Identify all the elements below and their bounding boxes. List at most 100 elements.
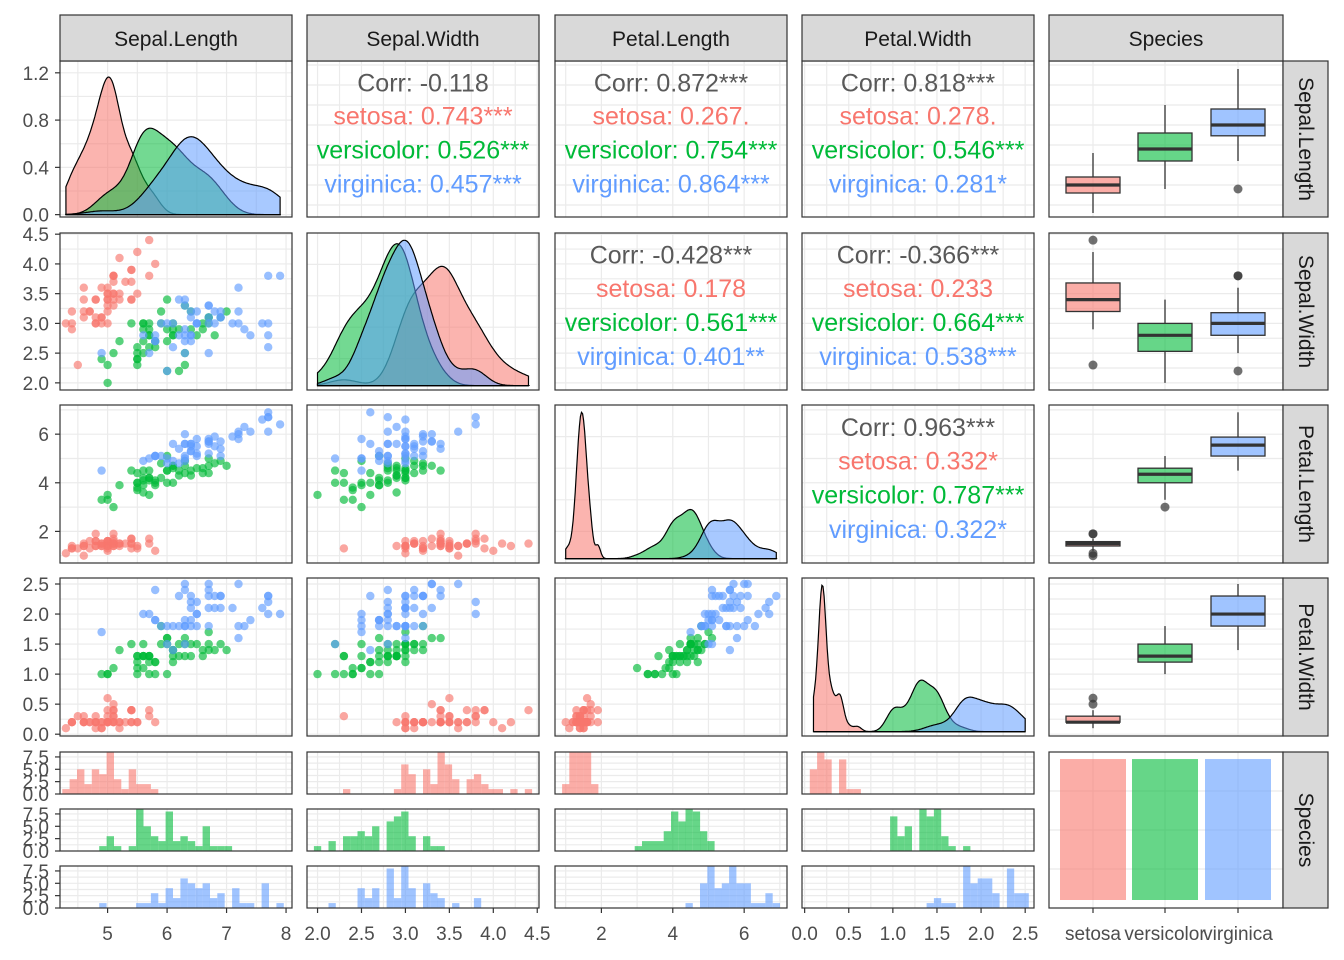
- panel-r2-c1-point-virginica-9: [454, 427, 463, 436]
- panel-r3-c0-point-virginica-9: [234, 579, 243, 589]
- y-axis-facet2-1-label: 2.5: [23, 887, 49, 908]
- panel-r1-c0-point-versicolor-31: [133, 354, 142, 364]
- hist-sepal-length-virginica-bar-12: [150, 893, 159, 908]
- panel-r3-c1-point-virginica-19: [330, 639, 340, 649]
- hist-sepal-width-setosa-bar-19: [452, 779, 460, 794]
- panel-r3-c1-point-setosa-40: [445, 712, 454, 721]
- panel-r3-c1-point-virginica-47: [401, 609, 410, 619]
- panel-r3-c1-point-virginica-30: [383, 615, 392, 625]
- panel-r2-c1-point-setosa-40: [445, 544, 454, 553]
- panel-r2-c1-point-versicolor-37: [339, 468, 349, 478]
- panel-r3-c1-point-setosa-39: [436, 718, 445, 727]
- panel-r3-c0-point-virginica-23: [180, 621, 190, 631]
- panel-r3-c4-box-versicolor: [1137, 643, 1193, 663]
- hist-sepal-width-virginica-bar-17: [437, 898, 445, 908]
- panel-r3-c2-point-virginica-30: [743, 615, 752, 625]
- panel-r3-c0-point-versicolor-8: [198, 651, 207, 661]
- panel-r3-c2-point-setosa-43: [582, 694, 592, 703]
- panel-r2-c1-point-virginica-0: [427, 430, 436, 439]
- panel-r3-c2-point-virginica-31: [754, 609, 763, 619]
- panel-r3-c1-point-virginica-46: [357, 615, 366, 625]
- panel-r2-c3-bg: [802, 405, 1034, 563]
- panel-r2-c0-point-setosa-49: [103, 541, 112, 551]
- y-axis-facet2-2-label: 5.0: [23, 874, 49, 895]
- panel-r1-c0-point-virginica-26: [174, 331, 184, 340]
- panel-r3-c0-point-versicolor-29: [145, 669, 154, 679]
- panel-r3-c2-point-virginica-18: [772, 591, 781, 601]
- hist-petal-length-versicolor-bar-12: [649, 841, 657, 851]
- hist-sepal-length-virginica-bar-15: [173, 898, 181, 908]
- hist-sepal-width-virginica-bar-2: [328, 903, 336, 908]
- panel-r3-c0-point-versicolor-30: [133, 663, 142, 673]
- panel-r2-c0-point-setosa-48: [121, 539, 130, 548]
- panel-r3-c0-point-versicolor-19: [139, 663, 148, 673]
- panel-r1-c0-point-setosa-16: [127, 265, 136, 275]
- panel-r1-c0-point-versicolor-8: [198, 325, 207, 334]
- panel-r3-c1-point-versicolor-22: [357, 639, 366, 649]
- panel-r3-c1-point-virginica-28: [383, 603, 392, 613]
- panel-r3-c0-point-versicolor-27: [204, 627, 213, 637]
- panel-r3-c0-point-versicolor-1: [186, 639, 196, 649]
- panel-r0-c3-corr-versicolor: versicolor: 0.546***: [812, 136, 1025, 164]
- hist-petal-width-virginica-bar-28: [1014, 893, 1022, 908]
- panel-r3-c1-point-virginica-34: [366, 645, 375, 655]
- panel-r2-c0-point-versicolor-15: [204, 468, 213, 478]
- panel-r2-c1-point-versicolor-15: [410, 468, 419, 478]
- hist-sepal-width-setosa-bar-15: [423, 769, 431, 794]
- panel-r1-c0-point-setosa-27: [115, 289, 124, 298]
- panel-r1-c0-point-versicolor-23: [168, 331, 178, 340]
- panel-r3-c1-point-versicolor-45: [401, 657, 410, 667]
- panel-r2-c1-point-versicolor-32: [374, 481, 384, 490]
- panel-r1-c0-point-virginica-13: [145, 348, 154, 358]
- hist-sepal-width-versicolor-bar-7: [364, 836, 373, 851]
- hist-petal-width-versicolor-bar-11: [890, 816, 898, 851]
- panel-r3-c0-point-versicolor-16: [139, 639, 148, 649]
- hist-sepal-length-setosa-bar-7: [113, 779, 122, 794]
- panel-r3-c0-point-setosa-28: [115, 718, 124, 727]
- panel-r2-c1-point-virginica-5: [401, 415, 410, 424]
- panel-r1-c3-corr-versicolor: versicolor: 0.664***: [812, 309, 1025, 337]
- panel-r2-c0-point-virginica-21: [139, 456, 148, 466]
- panel-r1-c0-point-versicolor-18: [174, 366, 184, 376]
- panel-r3-c2-point-virginica-38: [697, 621, 706, 631]
- panel-r1-c3-corr-setosa: setosa: 0.233: [843, 275, 993, 303]
- panel-r1-c0-point-virginica-43: [210, 307, 219, 316]
- x-axis-col0-3-label: 8: [281, 924, 292, 945]
- panel-r3-c1-point-versicolor-23: [383, 657, 392, 667]
- panel-r3-c1-point-virginica-32: [383, 597, 392, 607]
- panel-r3-c1-point-versicolor-39: [357, 651, 366, 661]
- panel-layer: Corr: -0.118 setosa: 0.743*** versicolor: …: [59, 60, 1284, 909]
- panel-r2-c0-point-versicolor-4: [192, 464, 201, 473]
- panel-r3-c2-point-virginica-11: [715, 615, 724, 625]
- hist-sepal-width-versicolor-bar-6: [357, 831, 365, 851]
- panel-r3-c0-point-versicolor-43: [103, 669, 112, 679]
- panel-r1-c0-point-virginica-18: [264, 343, 273, 352]
- panel-r1-c0-point-versicolor-33: [162, 337, 172, 346]
- panel-r3-c1-point-setosa-8: [392, 718, 401, 727]
- panel-r2-c1-point-setosa-46: [471, 536, 480, 546]
- panel-r3-c0-point-virginica-25: [234, 621, 243, 631]
- hist-petal-length-virginica-bar-22: [721, 883, 730, 908]
- panel-r3-c1-point-setosa-44: [471, 706, 480, 715]
- panel-r3-c1-point-setosa-41: [339, 712, 349, 721]
- panel-r2-c1-point-versicolor-12: [330, 478, 340, 487]
- panel-r3-c0-point-versicolor-0: [222, 645, 231, 655]
- x-axis-species-0-label: setosa: [1065, 924, 1121, 945]
- panel-r2-c0-point-versicolor-5: [145, 466, 154, 475]
- panel-r1-c0-point-virginica-8: [204, 348, 213, 358]
- hist-petal-length-setosa-bar-2: [576, 752, 584, 794]
- panel-r2-c1-point-versicolor-1: [418, 466, 428, 475]
- panel-r2-c2-border: [554, 404, 788, 564]
- panel-r3-c0-point-virginica-42: [151, 615, 160, 625]
- strip-right-label-0: Sepal.Length: [1294, 77, 1317, 201]
- panel-r3-c2-point-versicolor-47: [679, 651, 688, 661]
- panel-r3-c0-point-virginica-6: [97, 627, 106, 637]
- panel-r2-c0-point-versicolor-12: [162, 478, 172, 487]
- panel-r2-c1-point-setosa-47: [418, 541, 428, 551]
- panel-r2-c0-point-versicolor-25: [198, 468, 207, 478]
- y-axis-row0-2-label: 0.8: [23, 111, 49, 132]
- panel-r1-c0-point-versicolor-13: [168, 325, 178, 334]
- hist-sepal-length-setosa-bar-0: [62, 789, 70, 794]
- hist-sepal-width-setosa-bar-12: [401, 764, 409, 794]
- panel-r3-c0-point-setosa-46: [109, 718, 118, 727]
